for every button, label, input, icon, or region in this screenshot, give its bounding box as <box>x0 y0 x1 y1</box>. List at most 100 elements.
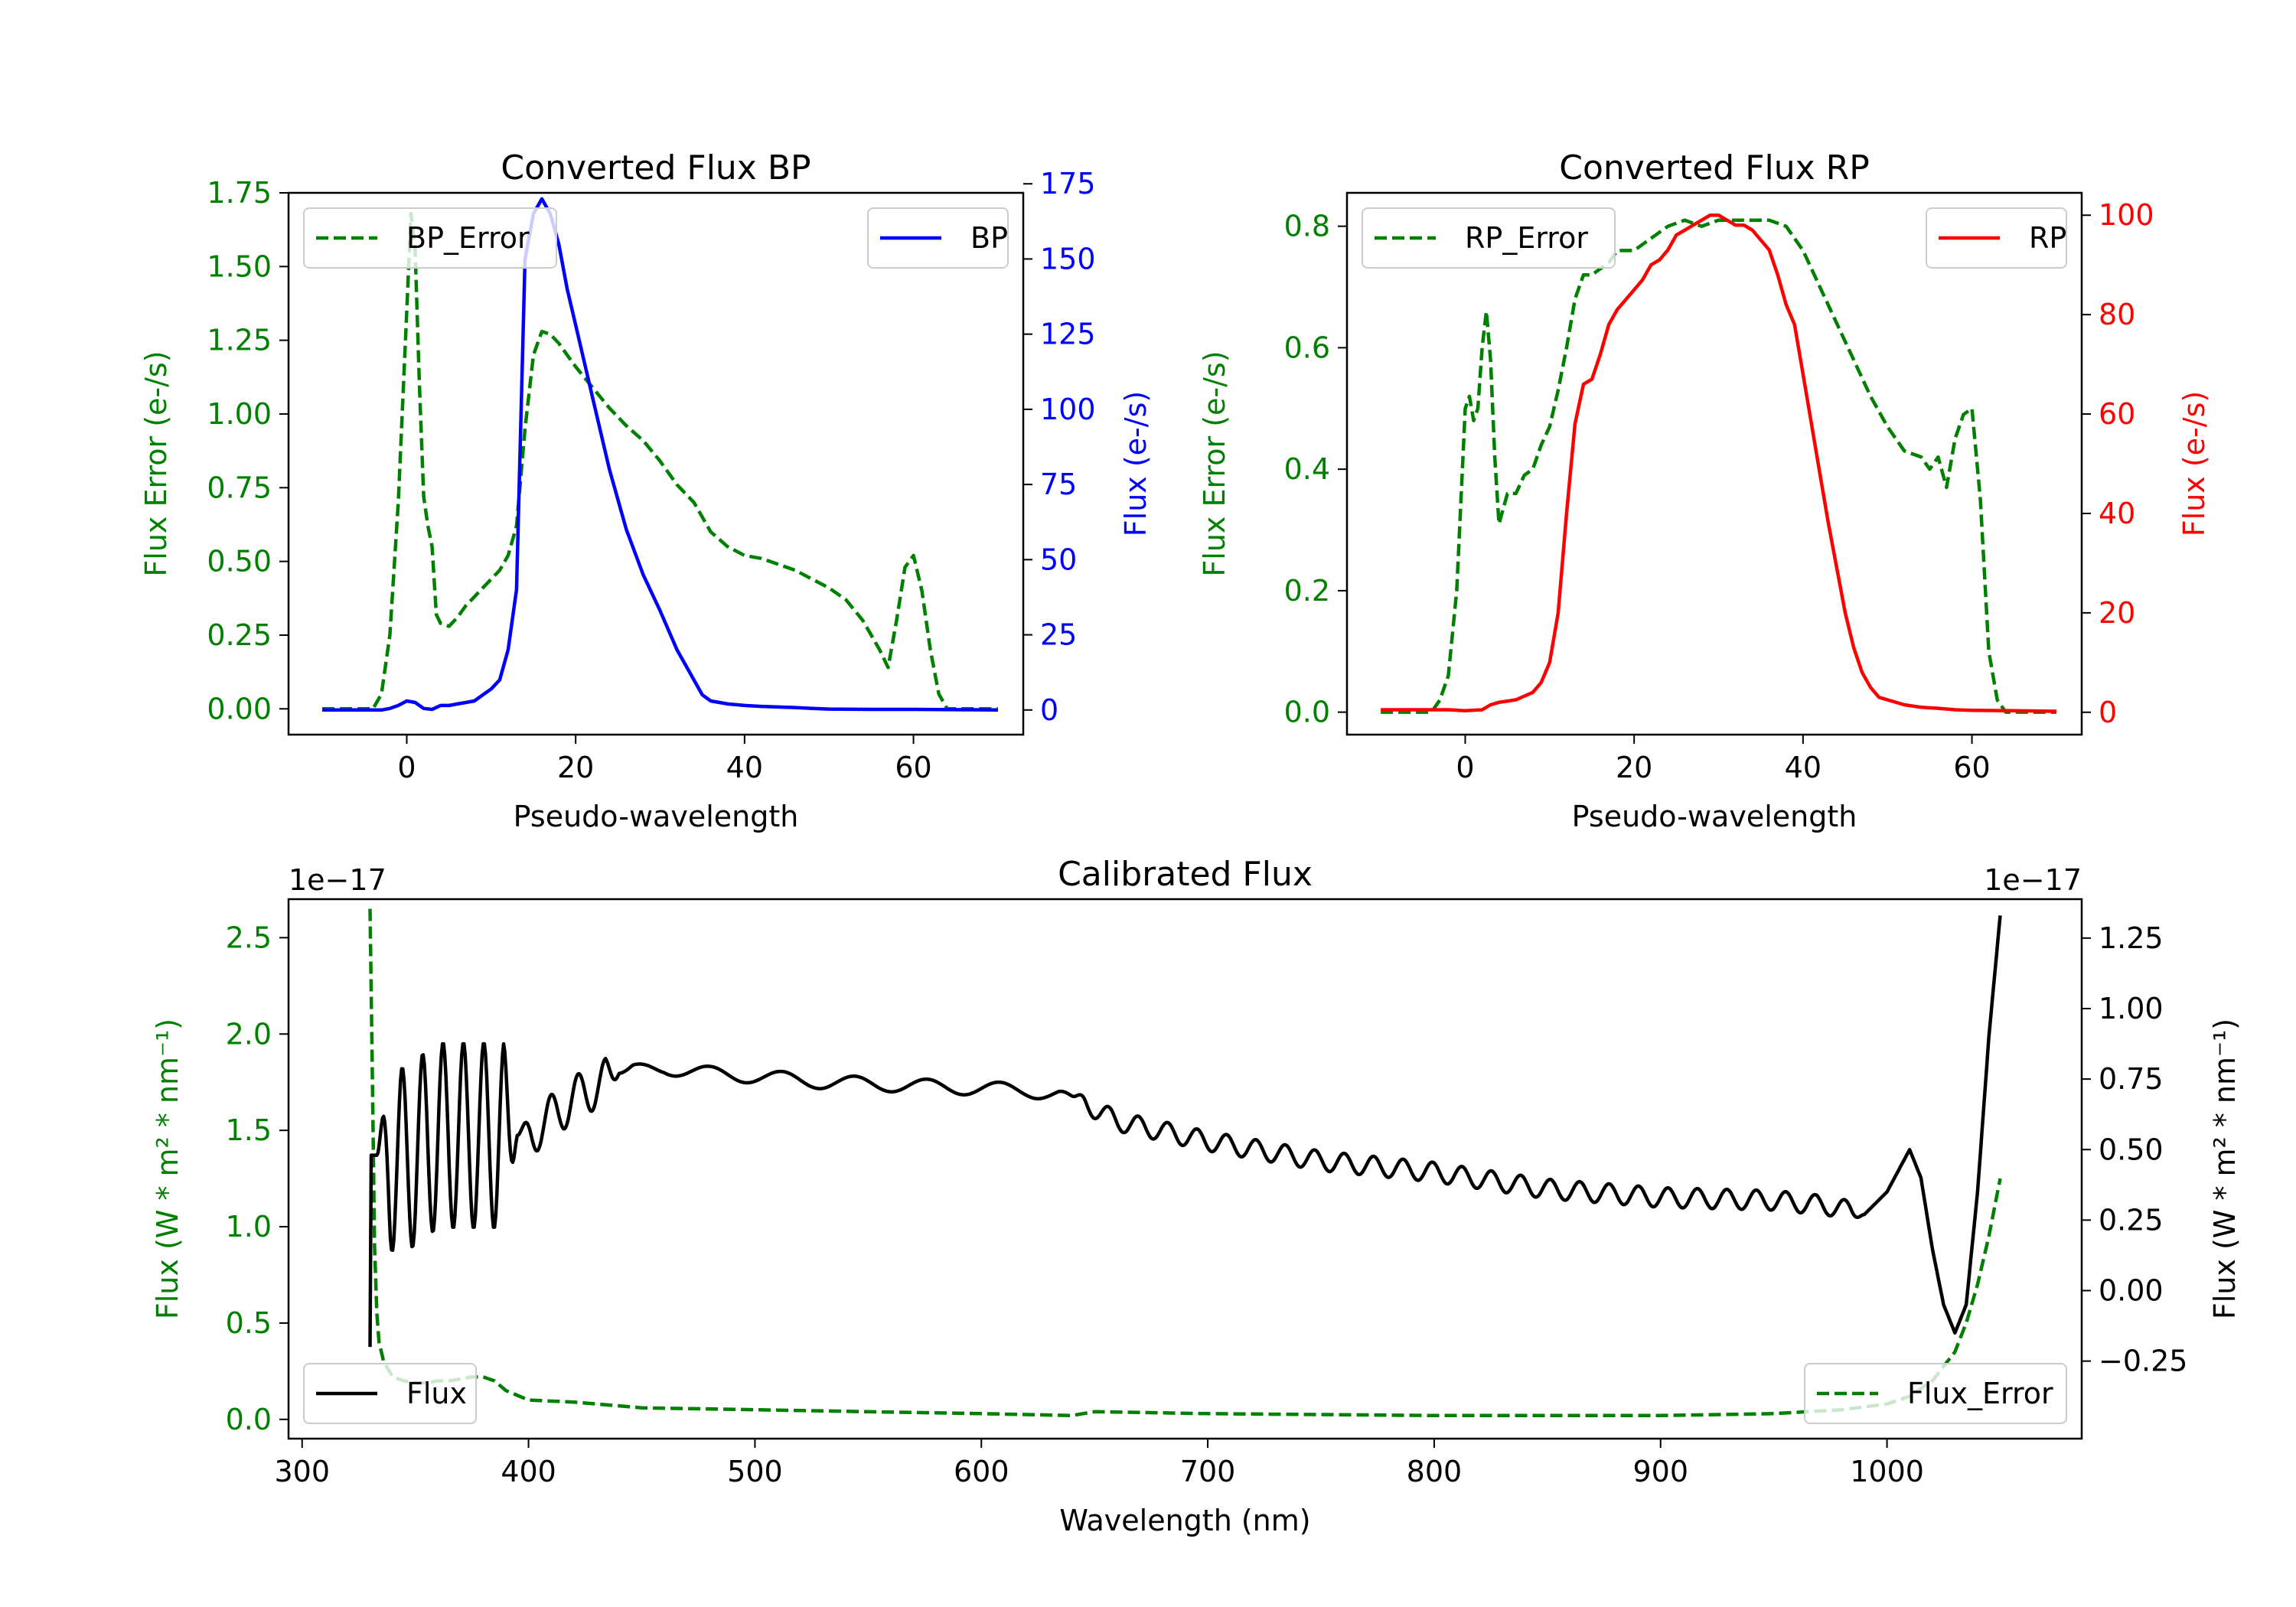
y-right-tick-label: 0 <box>2099 696 2117 729</box>
y-left-tick-label: 2.0 <box>226 1017 272 1051</box>
x-tick-label: 20 <box>557 751 594 784</box>
x-axis-label: Pseudo-wavelength <box>514 800 799 833</box>
y-left-tick-label: 1.00 <box>207 397 272 431</box>
y-right-axis-label: Flux (e-/s) <box>1119 391 1153 536</box>
y-left-tick-label: 0.0 <box>226 1403 272 1436</box>
y-right-tick-label: 100 <box>2099 198 2154 232</box>
x-tick-label: 40 <box>1785 751 1821 784</box>
legend-rp: RP <box>1926 207 2067 269</box>
plot-area <box>368 908 2002 1418</box>
panel-rp: Converted Flux RP 0 20 40 60 0.0 0.2 0.4 0.6 0.8 0… <box>1198 148 2211 833</box>
x-tick-label: 500 <box>727 1455 783 1488</box>
y-left-tick-label: 0.75 <box>207 471 272 504</box>
y-right-tick-label: 60 <box>2099 397 2135 431</box>
panel-bp: Converted Flux BP 0 20 40 60 0.00 0.25 0.50 0.75… <box>139 148 1153 833</box>
y-left-offset-text: 1e−17 <box>289 863 386 897</box>
y-right-tick-label: 0 <box>1040 693 1058 727</box>
y-right-tick-label: 25 <box>1040 618 1077 652</box>
x-tick-label: 0 <box>1456 751 1474 784</box>
legend-flux-error: Flux_Error <box>1804 1363 2067 1424</box>
x-tick-label: 60 <box>895 751 931 784</box>
y-left-axis-label: Flux (W * m² * nm⁻¹) <box>151 1019 184 1319</box>
legend-frame <box>1362 207 1616 269</box>
x-tick-label: 40 <box>726 751 763 784</box>
x-tick-label: 300 <box>274 1455 330 1488</box>
y-left-tick-label: 0.0 <box>1284 696 1330 729</box>
y-right-tick-label: 40 <box>2099 497 2135 530</box>
chart-title: Converted Flux RP <box>1559 148 1870 187</box>
y-left-tick-label: 0.5 <box>226 1306 272 1340</box>
x-tick-label: 1000 <box>1850 1455 1924 1488</box>
y-right-tick-label: 1.25 <box>2099 921 2164 955</box>
series-flux-error-line <box>368 908 2002 1418</box>
legend-label: RP_Error <box>1465 221 1588 255</box>
x-tick-label: 900 <box>1632 1455 1688 1488</box>
y-left-tick-label: 2.5 <box>226 921 272 954</box>
y-left-tick-label: 0.4 <box>1284 452 1330 486</box>
series-bp-error-line <box>322 211 998 711</box>
legend-frame <box>1804 1363 2067 1424</box>
chart-title: Converted Flux BP <box>501 148 810 187</box>
y-left-tick-label: 0.2 <box>1284 574 1330 608</box>
y-right-tick-label: 0.25 <box>2099 1203 2164 1237</box>
y-right-tick-label: −0.25 <box>2099 1345 2187 1378</box>
y-right-tick-label: 0.75 <box>2099 1062 2164 1096</box>
y-left-tick-label: 1.0 <box>226 1210 272 1244</box>
y-left-tick-label: 0.8 <box>1284 210 1330 243</box>
y-right-tick-label: 100 <box>1040 393 1096 426</box>
y-right-tick-label: 80 <box>2099 298 2135 331</box>
y-left-tick-label: 0.50 <box>207 545 272 579</box>
legend-label: Flux <box>406 1377 467 1410</box>
series-flux-line <box>368 915 2002 1348</box>
x-tick-label: 700 <box>1180 1455 1236 1488</box>
y-right-tick-label: 150 <box>1040 242 1096 275</box>
y-right-axis-label: Flux (W * m² * nm⁻¹) <box>2208 1019 2242 1319</box>
y-left-tick-label: 0.6 <box>1284 331 1330 364</box>
y-right-tick-label: 75 <box>1040 468 1077 501</box>
legend-label: Flux_Error <box>1907 1377 2053 1410</box>
axes-frame <box>287 191 1025 736</box>
y-right-offset-text: 1e−17 <box>1984 863 2082 897</box>
legend-frame <box>303 207 557 269</box>
x-tick-label: 800 <box>1407 1455 1463 1488</box>
legend-label: BP_Error <box>406 221 530 255</box>
y-left-tick-label: 1.75 <box>207 176 272 210</box>
y-left-axis-label: Flux Error (e-/s) <box>1198 350 1231 576</box>
x-tick-label: 400 <box>501 1455 556 1488</box>
y-left-tick-label: 1.25 <box>207 324 272 357</box>
series-rp-line <box>1381 213 2056 713</box>
legend-rp-error: RP_Error <box>1362 207 1616 269</box>
legend-frame <box>303 1363 477 1424</box>
y-right-tick-label: 50 <box>1040 543 1077 576</box>
x-tick-label: 0 <box>397 751 416 784</box>
y-left-tick-label: 1.5 <box>226 1113 272 1147</box>
y-right-tick-label: 0.00 <box>2099 1274 2164 1308</box>
legend-flux: Flux <box>303 1363 477 1424</box>
x-axis-label: Pseudo-wavelength <box>1572 800 1857 833</box>
x-tick-label: 600 <box>954 1455 1009 1488</box>
y-left-axis-label: Flux Error (e-/s) <box>139 350 173 576</box>
plot-area <box>1381 213 2056 714</box>
y-left-tick-label: 1.50 <box>207 249 272 283</box>
axes-frame <box>1345 191 2083 736</box>
legend-label: BP <box>970 221 1008 255</box>
y-right-tick-label: 175 <box>1040 167 1096 200</box>
legend-bp-error: BP_Error <box>303 207 557 269</box>
plot-area <box>322 197 998 712</box>
y-right-axis-label: Flux (e-/s) <box>2177 391 2211 536</box>
axes-frame <box>287 898 2083 1440</box>
x-tick-label: 20 <box>1616 751 1652 784</box>
y-right-tick-label: 20 <box>2099 596 2135 630</box>
legend-bp: BP <box>867 207 1009 269</box>
x-axis-label: Wavelength (nm) <box>1059 1504 1310 1537</box>
x-tick-label: 60 <box>1953 751 1990 784</box>
y-left-tick-label: 0.00 <box>207 692 272 725</box>
series-bp-line <box>322 197 998 712</box>
y-right-tick-label: 0.50 <box>2099 1133 2164 1166</box>
legend-label: RP <box>2029 221 2066 255</box>
y-right-tick-label: 125 <box>1040 318 1096 351</box>
panel-cal: Calibrated Flux 300 400 500 600 700 800 900 1000… <box>151 855 2242 1537</box>
series-rp-error-line <box>1381 218 2056 714</box>
y-left-tick-label: 0.25 <box>207 618 272 652</box>
